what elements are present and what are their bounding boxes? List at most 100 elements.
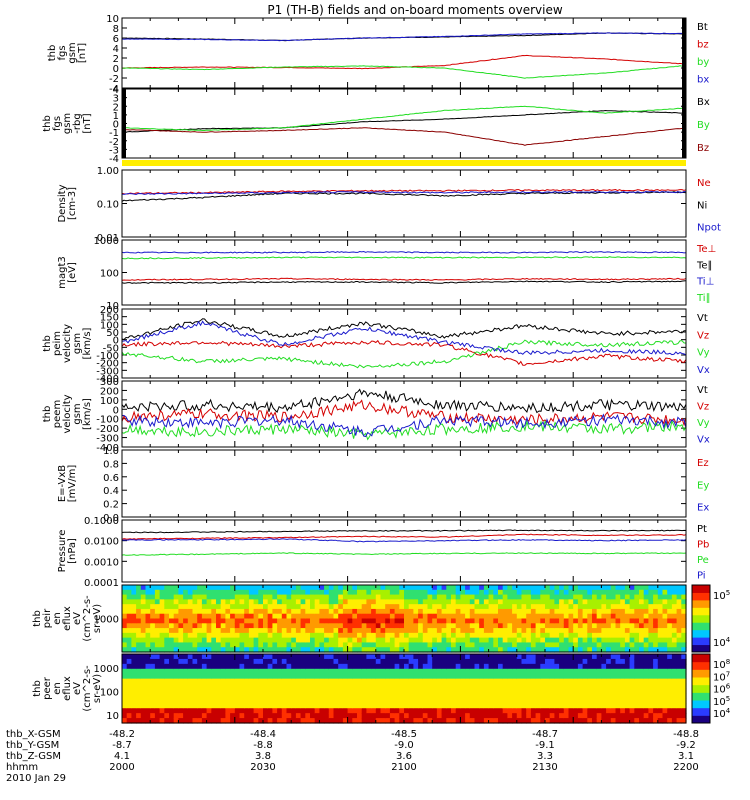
heatmap-cell	[399, 599, 405, 605]
heatmap-cell	[643, 594, 649, 600]
heatmap-cell	[216, 658, 222, 665]
heatmap-cell	[502, 632, 508, 639]
heatmap-cell	[507, 683, 513, 690]
heatmap-cell	[122, 628, 128, 634]
heatmap-cell	[272, 708, 278, 714]
heatmap-cell	[530, 647, 537, 653]
heatmap-cell	[267, 688, 273, 695]
heatmap-cell	[145, 637, 151, 644]
heatmap-cell	[610, 604, 617, 610]
heatmap-cell	[154, 637, 161, 644]
y-tick-label: -100	[96, 351, 119, 362]
heatmap-cell	[465, 623, 471, 629]
heatmap-cell	[577, 642, 584, 648]
heatmap-cell	[295, 663, 302, 670]
heatmap-cell	[211, 688, 217, 695]
heatmap-cell	[230, 698, 236, 704]
heatmap-cell	[512, 693, 518, 699]
heatmap-cell	[375, 599, 382, 605]
heatmap-cell	[441, 688, 447, 695]
heatmap-cell	[328, 654, 335, 660]
heatmap-cell	[136, 718, 142, 724]
heatmap-cell	[422, 613, 429, 620]
heatmap-cell	[582, 628, 588, 634]
heatmap-cell	[277, 604, 283, 610]
heatmap-cell	[610, 703, 617, 709]
heatmap-cell	[357, 613, 363, 620]
heatmap-cell	[225, 698, 231, 704]
heatmap-cell	[183, 673, 189, 680]
heatmap-cell	[540, 604, 546, 610]
heatmap-cell	[375, 683, 382, 690]
heatmap-cell	[610, 688, 617, 695]
heatmap-cell	[460, 693, 466, 699]
heatmap-cell	[234, 693, 241, 699]
heatmap-cell	[267, 668, 273, 675]
heatmap-cell	[643, 668, 649, 675]
heatmap-cell	[319, 642, 325, 648]
heatmap-cell	[131, 647, 137, 653]
y-tick-label: 1000	[94, 664, 119, 675]
heatmap-cell	[291, 658, 297, 665]
heatmap-cell	[606, 688, 612, 695]
heatmap-cell	[568, 608, 574, 615]
heatmap-cell	[258, 688, 264, 695]
heatmap-cell	[493, 708, 499, 714]
heatmap-cell	[173, 698, 179, 704]
heatmap-cell	[361, 654, 367, 660]
heatmap-cell	[324, 663, 330, 670]
colorbar-segment	[692, 654, 710, 663]
heatmap-cell	[418, 599, 424, 605]
heatmap-cell	[451, 668, 457, 675]
heatmap-cell	[216, 668, 222, 675]
heatmap-cell	[460, 599, 466, 605]
heatmap-cell	[192, 599, 198, 605]
heatmap-cell	[624, 693, 631, 699]
heatmap-cell	[624, 613, 631, 620]
y-axis-label: [cm-3]	[67, 187, 78, 220]
heatmap-cell	[413, 678, 419, 685]
heatmap-cell	[573, 678, 579, 685]
heatmap-cell	[427, 613, 433, 620]
y-tick-label: 0.6	[103, 473, 119, 484]
y-axis-label: [mV/m]	[67, 465, 78, 503]
heatmap-cell	[211, 673, 217, 680]
heatmap-cell	[291, 683, 297, 690]
heatmap-cell	[154, 608, 161, 615]
heatmap-cell	[436, 678, 443, 685]
heatmap-cell	[347, 599, 353, 605]
heatmap-cell	[342, 708, 349, 714]
heatmap-cell	[122, 654, 128, 660]
heatmap-cell	[281, 585, 288, 591]
heatmap-cell	[140, 618, 147, 624]
heatmap-cell	[295, 647, 302, 653]
heatmap-cell	[319, 654, 325, 660]
heatmap-cell	[653, 668, 659, 675]
heatmap-cell	[549, 647, 555, 653]
heatmap-cell	[554, 708, 560, 714]
heatmap-cell	[371, 618, 377, 624]
heatmap-cell	[291, 623, 297, 629]
heatmap-cell	[150, 647, 156, 653]
heatmap-cell	[601, 703, 607, 709]
panel-frame	[121, 17, 687, 89]
heatmap-cell	[310, 678, 316, 685]
heatmap-cell	[131, 585, 137, 591]
heatmap-cell	[540, 658, 546, 665]
heatmap-cell	[131, 718, 137, 724]
heatmap-cell	[422, 688, 429, 695]
heatmap-cell	[192, 623, 198, 629]
heatmap-cell	[432, 703, 438, 709]
heatmap-cell	[399, 698, 405, 704]
heatmap-cell	[516, 608, 523, 615]
heatmap-cell	[404, 688, 410, 695]
heatmap-cell	[474, 678, 480, 685]
heatmap-cell	[324, 632, 330, 639]
heatmap-cell	[230, 585, 236, 591]
heatmap-cell	[286, 713, 292, 719]
heatmap-cell	[375, 708, 382, 714]
heatmap-cell	[352, 673, 358, 680]
heatmap-cell	[620, 668, 626, 675]
heatmap-cell	[183, 642, 189, 648]
heatmap-cell	[310, 663, 316, 670]
